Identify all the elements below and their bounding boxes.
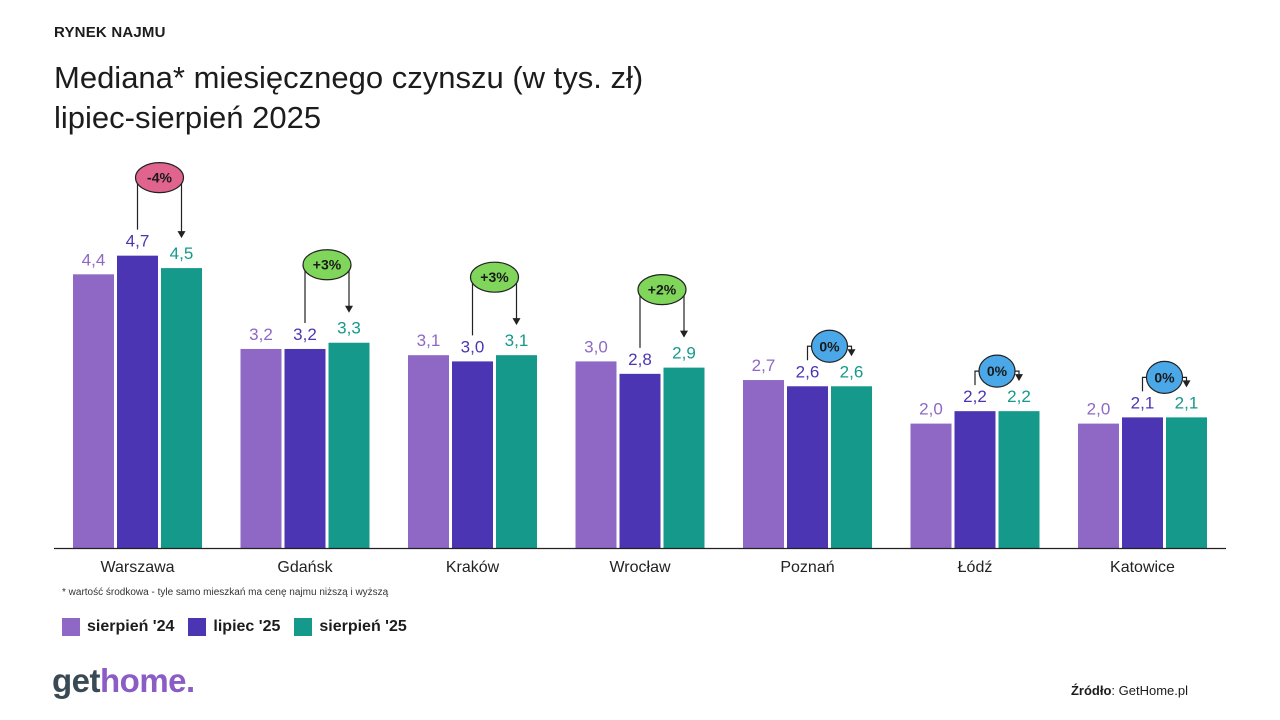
data-label-wroclaw-series-3: 2,9 — [672, 344, 696, 363]
bar-katowice-series-2 — [1122, 417, 1163, 548]
data-label-wroclaw-series-2: 2,8 — [628, 350, 652, 369]
bar-wroclaw-series-3 — [663, 367, 705, 548]
data-label-gdansk-series-2: 3,2 — [293, 325, 317, 344]
change-arrowhead-wroclaw — [680, 330, 688, 338]
change-arrowhead-warszawa — [177, 231, 186, 239]
data-label-katowice-series-3: 2,1 — [1175, 393, 1199, 412]
data-label-krakow-series-1: 3,1 — [417, 331, 441, 350]
bar-poznan-series-2 — [787, 386, 828, 548]
legend-swatch-sierpien-24 — [62, 618, 80, 636]
x-tick-label-katowice: Katowice — [1110, 559, 1175, 576]
change-badge-wroclaw — [637, 274, 687, 306]
bar-wroclaw-series-2 — [619, 373, 661, 548]
bar-lodz-series-3 — [998, 411, 1040, 548]
data-label-gdansk-series-1: 3,2 — [249, 325, 273, 344]
bar-warszawa-series-2 — [117, 255, 158, 548]
footnote: * wartość środkowa - tyle samo mieszkań … — [62, 587, 389, 598]
bar-katowice-series-3 — [1166, 417, 1207, 548]
legend: sierpień '24 lipiec '25 sierpień '25 — [62, 618, 421, 636]
title-line-2: lipiec-sierpień 2025 — [54, 100, 322, 135]
bar-katowice-series-1 — [1078, 423, 1119, 548]
bar-krakow-series-2 — [452, 361, 493, 548]
data-label-poznan-series-2: 2,6 — [796, 362, 820, 381]
data-label-wroclaw-series-1: 3,0 — [584, 337, 608, 356]
x-tick-label-krakow: Kraków — [446, 559, 500, 576]
data-label-lodz-series-3: 2,2 — [1007, 387, 1031, 406]
legend-label-sierpien-24: sierpień '24 — [87, 618, 175, 635]
data-label-katowice-series-2: 2,1 — [1131, 393, 1155, 412]
data-label-poznan-series-1: 2,7 — [752, 356, 776, 375]
change-arrowhead-katowice — [1182, 380, 1191, 388]
data-label-poznan-series-3: 2,6 — [840, 362, 864, 381]
x-tick-label-gdansk: Gdańsk — [277, 559, 333, 576]
legend-swatch-lipiec-25 — [188, 618, 207, 636]
change-badge-poznan — [810, 329, 849, 363]
legend-label-lipiec-25: lipiec '25 — [213, 618, 281, 635]
gethome-logo: gethome. — [52, 662, 195, 700]
change-badge-label-wroclaw: +2% — [648, 282, 677, 298]
source-note: Źródło: GetHome.pl — [1071, 683, 1188, 698]
legend-item-lipiec-25: lipiec '25 — [188, 618, 280, 636]
change-arrowhead-gdansk — [345, 305, 353, 313]
data-label-gdansk-series-3: 3,3 — [337, 319, 361, 338]
logo-part-home: home. — [100, 662, 195, 699]
source-value: : GetHome.pl — [1111, 683, 1188, 698]
bar-krakow-series-1 — [408, 355, 449, 548]
legend-item-sierpien-25: sierpień '25 — [294, 618, 407, 636]
data-label-warszawa-series-1: 4,4 — [82, 250, 106, 269]
change-badge-lodz — [978, 354, 1016, 388]
bar-chart: 4,4 4,7 4,5 Warszawa -4% 3,2 3,2 3,3 Gdańsk +3% 3,… — [54, 162, 1226, 576]
change-badge-label-lodz: 0% — [987, 363, 1008, 379]
bar-warszawa-series-1 — [73, 274, 114, 548]
change-badge-label-warszawa: -4% — [147, 170, 172, 186]
change-arrowhead-poznan — [847, 349, 856, 357]
change-badge-label-katowice: 0% — [1154, 369, 1175, 385]
bar-lodz-series-1 — [910, 423, 952, 548]
data-label-warszawa-series-3: 4,5 — [170, 244, 194, 263]
change-badge-label-krakow: +3% — [480, 269, 509, 285]
data-label-krakow-series-2: 3,0 — [461, 337, 485, 356]
data-label-krakow-series-3: 3,1 — [505, 331, 529, 350]
bar-gdansk-series-3 — [328, 342, 370, 548]
bar-warszawa-series-3 — [161, 268, 202, 548]
bar-poznan-series-1 — [743, 380, 784, 548]
change-badge-label-poznan: 0% — [819, 338, 840, 354]
bar-gdansk-series-2 — [284, 348, 326, 548]
change-badge-label-gdansk: +3% — [313, 257, 342, 273]
page-title: Mediana* miesięcznego czynszu (w tys. zł… — [54, 58, 643, 138]
x-tick-label-warszawa: Warszawa — [100, 559, 174, 576]
bar-gdansk-series-1 — [240, 348, 282, 548]
x-tick-label-poznan: Poznań — [780, 559, 834, 576]
source-label: Źródło — [1070, 683, 1112, 698]
bar-lodz-series-2 — [954, 411, 996, 548]
data-label-lodz-series-2: 2,2 — [963, 387, 987, 406]
legend-swatch-sierpien-25 — [294, 618, 313, 636]
logo-part-get: get — [52, 662, 101, 699]
data-label-warszawa-series-2: 4,7 — [126, 232, 150, 251]
x-tick-label-wroclaw: Wrocław — [609, 559, 670, 576]
legend-item-sierpien-24: sierpień '24 — [62, 618, 174, 636]
change-badge-warszawa — [134, 162, 185, 194]
change-arrowhead-krakow — [512, 318, 521, 326]
bar-krakow-series-3 — [496, 355, 537, 548]
data-label-katowice-series-1: 2,0 — [1087, 400, 1111, 419]
change-arrowhead-lodz — [1015, 374, 1023, 382]
kicker: RYNEK NAJMU — [54, 24, 166, 41]
legend-label-sierpien-25: sierpień '25 — [319, 618, 407, 635]
change-badge-gdansk — [302, 249, 352, 281]
change-badge-krakow — [469, 261, 520, 293]
x-tick-label-lodz: Łódź — [958, 559, 993, 576]
bar-poznan-series-3 — [831, 386, 872, 548]
data-label-lodz-series-1: 2,0 — [919, 400, 943, 419]
bar-wroclaw-series-1 — [575, 361, 617, 548]
title-line-1: Mediana* miesięcznego czynszu (w tys. zł… — [54, 60, 644, 95]
change-badge-katowice — [1145, 360, 1184, 394]
